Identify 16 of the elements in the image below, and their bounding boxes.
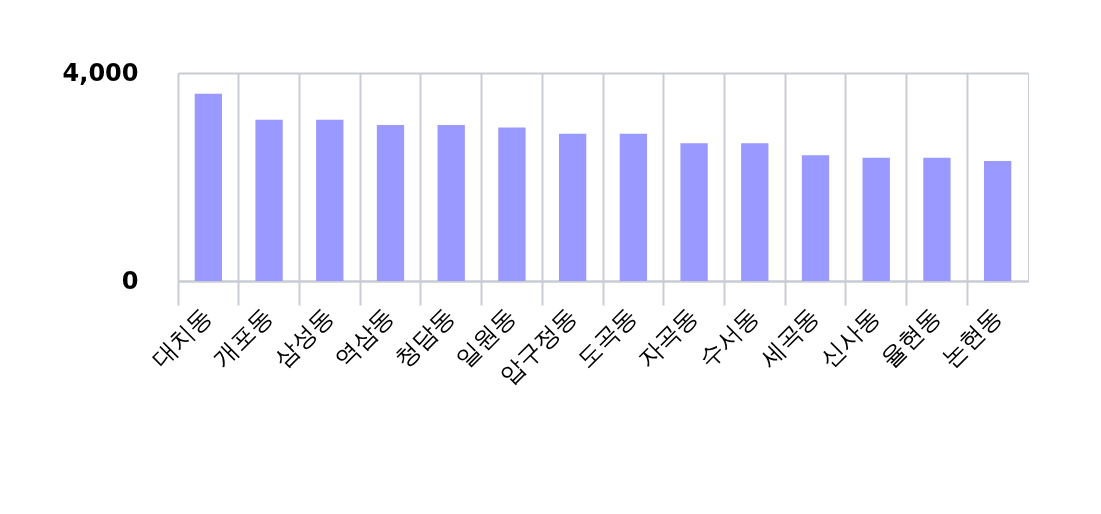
bar <box>983 160 1012 281</box>
bar <box>680 143 708 281</box>
y-tick-label: 0 <box>121 266 139 295</box>
bar <box>801 155 830 281</box>
bar <box>376 125 405 281</box>
bar <box>558 133 587 281</box>
bar <box>923 157 951 281</box>
bar <box>255 119 283 281</box>
bar <box>194 93 223 281</box>
bar <box>316 119 344 281</box>
bar <box>498 127 526 281</box>
bar <box>437 125 465 281</box>
bar <box>862 157 890 281</box>
y-tick-label: 4,000 <box>62 58 139 87</box>
bar <box>619 133 648 281</box>
bar <box>741 143 769 281</box>
